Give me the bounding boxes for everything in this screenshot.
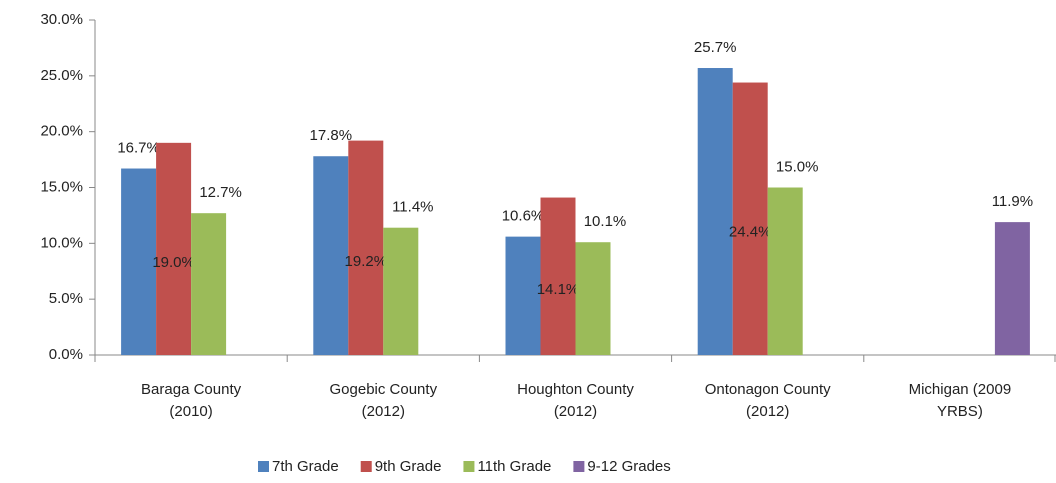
legend-label: 7th Grade [272,458,339,475]
legend-label: 9-12 Grades [587,458,670,475]
x-tick-label: (2012) [554,403,597,420]
value-label: 14.1% [537,281,580,298]
y-tick-label: 15.0% [40,178,83,195]
bar [121,168,157,355]
x-tick-label: (2010) [169,403,212,420]
value-label: 16.7% [117,139,160,156]
y-tick-label: 30.0% [40,11,83,28]
x-tick-label: Gogebic County [330,381,438,398]
y-tick-label: 0.0% [49,346,83,363]
y-tick-label: 5.0% [49,290,83,307]
x-tick-label: (2012) [362,403,405,420]
legend-swatch [258,461,269,472]
legend-label: 11th Grade [477,458,551,475]
value-label: 15.0% [776,158,819,175]
value-label: 17.8% [310,127,353,144]
value-label: 12.7% [199,184,242,201]
bar [575,242,611,355]
value-label: 19.0% [152,254,195,271]
y-tick-label: 20.0% [40,123,83,140]
value-label: 24.4% [729,224,772,241]
x-tick-label: YRBS) [937,403,983,420]
bar [697,68,733,356]
legend-swatch [463,461,475,472]
bar [994,222,1030,355]
value-label: 10.1% [584,213,627,230]
legend-swatch [573,461,585,472]
bar [383,227,419,355]
value-label: 19.2% [345,253,388,270]
legend-swatch [360,461,372,472]
bar [348,140,384,355]
bar [505,236,541,355]
bar [191,213,227,355]
y-tick-label: 25.0% [40,67,83,84]
bar [540,197,576,355]
bar [156,142,192,355]
x-tick-label: Michigan (2009 [909,381,1012,398]
value-label: 10.6% [502,208,545,225]
bar [767,187,803,355]
x-tick-label: Baraga County [141,381,242,398]
bar [313,156,349,355]
legend-label: 9th Grade [375,458,442,475]
x-tick-label: (2012) [746,403,789,420]
value-label: 11.4% [392,199,433,216]
x-tick-label: Ontonagon County [705,381,831,398]
bar [732,82,768,356]
x-tick-label: Houghton County [517,381,634,398]
y-tick-label: 10.0% [40,234,83,251]
value-label: 25.7% [694,39,737,56]
value-label: 11.9% [992,193,1033,210]
